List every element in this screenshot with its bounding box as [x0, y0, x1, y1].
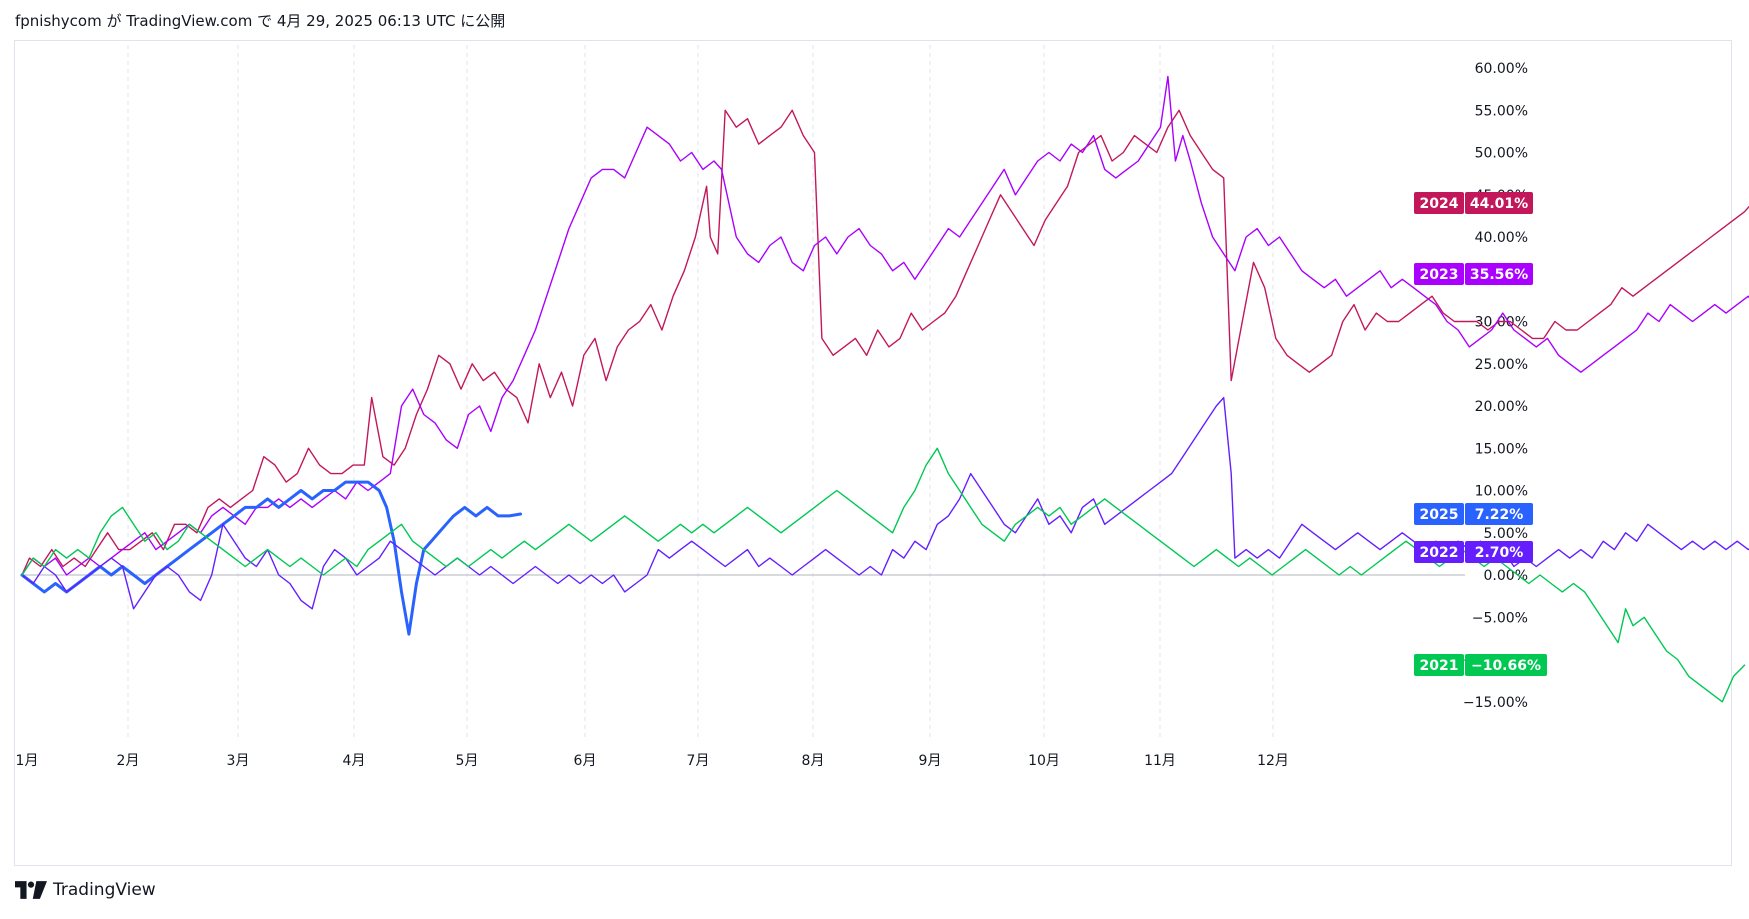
y-tick-label: 30.00%: [1475, 315, 1528, 331]
tradingview-mark-icon: [15, 881, 47, 899]
x-tick-label: 7月: [687, 753, 710, 769]
x-tick-label: 1月: [16, 753, 39, 769]
y-tick-label: 15.00%: [1475, 441, 1528, 457]
publish-line: fpnishycom が TradingView.com で 4月 29, 20…: [15, 12, 506, 30]
brand-text: TradingView: [53, 880, 156, 900]
x-tick-label: 11月: [1144, 753, 1176, 769]
badge-value-label: 2.70%: [1475, 545, 1524, 561]
badge-value-label: 7.22%: [1475, 507, 1524, 523]
chart-frame: [14, 40, 1732, 866]
badge-year-label: 2021: [1420, 658, 1459, 674]
x-tick-label: 10月: [1028, 753, 1060, 769]
badge-value-2024: [1465, 192, 1533, 214]
badge-value-2023: [1465, 263, 1533, 285]
badge-year-2022: [1414, 541, 1464, 563]
x-tick-label: 2月: [117, 753, 140, 769]
y-tick-label: 25.00%: [1475, 357, 1528, 373]
series-line-2025: [20, 480, 523, 636]
y-tick-label: 0.00%: [1484, 568, 1528, 584]
y-tick-label: 40.00%: [1475, 230, 1528, 246]
badge-year-2023: [1414, 263, 1464, 285]
series-line-2023: [21, 75, 1749, 576]
badge-value-2022: [1465, 541, 1533, 563]
x-tick-label: 12月: [1257, 753, 1289, 769]
y-tick-label: −5.00%: [1472, 610, 1528, 626]
y-tick-label: 20.00%: [1475, 399, 1528, 415]
badge-year-2024: [1414, 192, 1464, 214]
badge-year-label: 2024: [1420, 196, 1459, 212]
y-tick-label: 60.00%: [1475, 61, 1528, 77]
tradingview-logo: TradingView: [15, 880, 156, 900]
y-tick-label: 10.00%: [1475, 484, 1528, 500]
badge-year-2025: [1414, 503, 1464, 525]
x-tick-label: 4月: [343, 753, 366, 769]
badge-value-label: 35.56%: [1470, 267, 1528, 283]
publish-info: fpnishycom が TradingView.com で 4月 29, 20…: [15, 10, 505, 31]
x-tick-label: 6月: [574, 753, 597, 769]
badge-year-label: 2022: [1420, 545, 1459, 561]
series-line-2024: [21, 109, 1749, 576]
x-tick-label: 9月: [919, 753, 942, 769]
badge-value-2021: [1465, 654, 1547, 676]
badge-year-label: 2023: [1420, 267, 1459, 283]
badge-value-label: −10.66%: [1471, 658, 1541, 674]
y-tick-label: 55.00%: [1475, 103, 1528, 119]
x-tick-label: 3月: [227, 753, 250, 769]
badge-year-label: 2025: [1420, 507, 1459, 523]
y-tick-label: 5.00%: [1484, 526, 1528, 542]
badge-value-2025: [1465, 503, 1533, 525]
y-tick-label: −15.00%: [1463, 695, 1528, 711]
x-tick-label: 8月: [802, 753, 825, 769]
badge-value-label: 44.01%: [1470, 196, 1528, 212]
y-tick-label: 50.00%: [1475, 146, 1528, 162]
x-tick-label: 5月: [456, 753, 479, 769]
badge-year-2021: [1414, 654, 1464, 676]
